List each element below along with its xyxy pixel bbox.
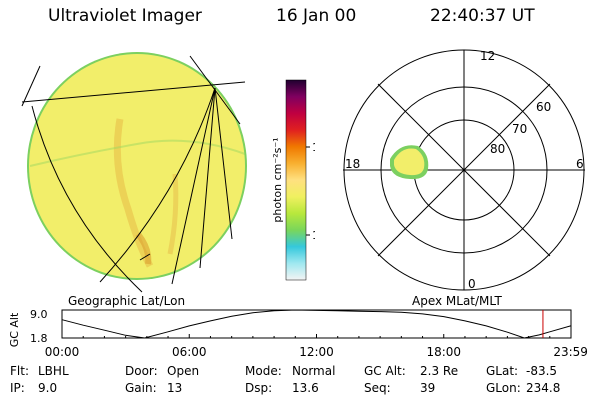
- auroral-band: [29, 139, 245, 167]
- info-value: 9.0: [38, 381, 58, 395]
- colorbar-tick-label: 10: [312, 229, 315, 242]
- orbit-timeline: GC Alt 9.0 1.8: [8, 308, 572, 347]
- geographic-image-panel: [21, 52, 247, 293]
- info-value: 234.8: [526, 381, 561, 395]
- mlt-label-left: 18: [345, 157, 360, 171]
- lat-lon-grid: [21, 55, 246, 293]
- timeline-xtick-label: 06:00: [171, 345, 207, 359]
- info-key: Gain:: [125, 381, 157, 395]
- instrument-title: Ultraviolet Imager: [48, 6, 202, 26]
- image-date: 16 Jan 00: [276, 6, 357, 26]
- timeline-xtick-label: 18:00: [426, 345, 462, 359]
- colorbar-gradient: [285, 79, 307, 281]
- info-key: Door:: [125, 364, 158, 378]
- timeline-ytick-bottom: 1.8: [30, 332, 48, 345]
- image-time: 22:40:37 UT: [430, 6, 535, 26]
- timeline-xtick-label: 12:00: [299, 345, 334, 359]
- info-value: 13.6: [292, 381, 319, 395]
- info-value: 2.3 Re: [420, 364, 459, 378]
- info-value: Open: [167, 364, 200, 378]
- timeline-frame: [61, 309, 572, 339]
- geographic-panel-label: Geographic Lat/Lon: [68, 294, 186, 308]
- timeline-tick-marks: [61, 334, 572, 338]
- polar-grid-panel: 12 18 6 0 60 70 80: [343, 49, 585, 291]
- auroral-streak: [167, 173, 179, 255]
- lat-label-60: 60: [536, 100, 551, 114]
- mlt-label-top: 12: [480, 49, 495, 63]
- info-value: -83.5: [526, 364, 558, 378]
- orbit-altitude-curve: [61, 309, 571, 339]
- auroral-bright-spot: [135, 232, 152, 265]
- mlt-label-right: 6: [576, 157, 584, 171]
- timeline-ylabel: GC Alt: [8, 312, 21, 347]
- timeline-xtick-label: 23:59: [553, 345, 588, 359]
- auroral-arc-streak: [113, 118, 154, 268]
- polar-panel-label: Apex MLat/MLT: [412, 294, 502, 308]
- info-value: 39: [420, 381, 436, 395]
- info-key: GC Alt:: [364, 364, 406, 378]
- polar-diagonal: [377, 83, 551, 257]
- lat-label-80: 80: [490, 142, 505, 156]
- info-key: Mode:: [245, 364, 282, 378]
- colorbar: photon cm⁻²s⁻¹ 100 10: [271, 79, 315, 281]
- mlt-label-bottom: 0: [468, 277, 476, 291]
- colorbar-tick-label: 100: [312, 141, 315, 154]
- info-key: Flt:: [10, 364, 29, 378]
- info-key: GLat:: [486, 364, 519, 378]
- info-value: Normal: [292, 364, 336, 378]
- info-key: Dsp:: [245, 381, 273, 395]
- lat-label-70: 70: [512, 122, 527, 136]
- info-key: Seq:: [364, 381, 391, 395]
- polar-aurora: [394, 148, 425, 176]
- info-key: IP:: [10, 381, 25, 395]
- info-value: LBHL: [38, 364, 69, 378]
- info-value: 13: [167, 381, 183, 395]
- colorbar-unit-label: photon cm⁻²s⁻¹: [271, 137, 284, 222]
- timeline-xtick-label: 00:00: [44, 345, 80, 359]
- info-key: GLon:: [486, 381, 521, 395]
- timeline-ytick-top: 9.0: [30, 308, 48, 321]
